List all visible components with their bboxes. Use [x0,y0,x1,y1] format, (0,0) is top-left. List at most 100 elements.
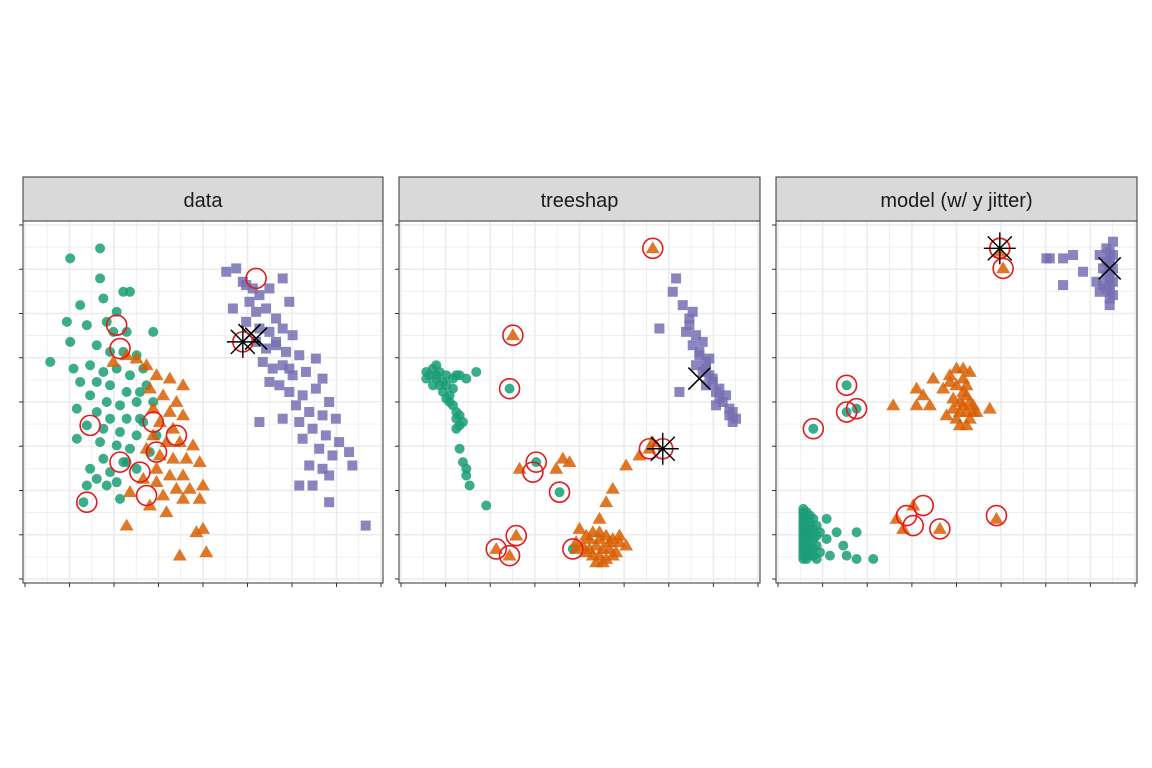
point-square [284,363,295,374]
point-circle [451,423,462,434]
point-circle [821,533,832,544]
point-triangle [645,435,660,447]
point-square [721,390,732,401]
point-triangle [926,371,941,384]
point-square [334,437,345,448]
point-square [697,336,708,347]
point-triangle [182,481,197,494]
point-square [714,383,725,394]
point-triangle [172,435,187,447]
point-triangle [936,381,951,394]
point-square [324,497,335,508]
point-triangle [192,455,207,468]
star-marker [226,325,259,358]
point-triangle [562,455,577,468]
point-triangle [162,371,177,384]
point-square [681,326,692,337]
point-triangle [192,491,207,504]
point-circle [554,487,565,498]
axis-ticks [19,224,382,587]
point-square [297,433,308,444]
point-square [684,313,695,324]
point-square [257,356,268,367]
point-square [684,320,695,331]
point-circle [454,443,465,454]
point-triangle [169,395,184,407]
point-circle [121,413,132,424]
point-circle [105,467,116,478]
point-circle [131,397,142,407]
point-circle [134,386,145,397]
point-circle [95,273,106,284]
point-square [254,290,265,301]
point-triangle [582,531,597,544]
point-triangle [886,398,901,411]
point-triangle [932,521,947,534]
point-triangle [605,481,620,494]
point-square [317,463,328,474]
point-square [304,460,315,471]
point-square [241,280,252,291]
highlight-ring [145,441,168,463]
point-triangle [162,405,177,417]
point-triangle [602,535,617,548]
x-marker [244,326,268,351]
point-triangle [146,428,161,441]
point-square [274,380,285,391]
point-circle [471,366,482,377]
point-square [307,423,318,434]
highlight-ring [76,491,98,514]
point-square [701,363,712,374]
point-circle [131,463,142,474]
facet-panel-data: data [19,176,384,587]
point-circle [111,477,122,488]
x-marker-stroke [1098,256,1122,280]
point-square [294,480,305,491]
point-square [1094,286,1105,297]
point-triangle [916,388,931,401]
point-triangle [592,525,607,538]
point-square [277,273,288,284]
point-triangle [946,401,961,414]
facet-strip-title: treeshap [541,190,619,212]
star-marker [983,232,1016,265]
point-triangle [605,548,620,561]
highlight-ring [109,337,131,360]
point-circle [85,360,96,371]
point-triangle [172,548,187,561]
point-square [1108,276,1119,287]
highlight-ring [109,451,131,473]
point-circle [451,370,462,381]
point-circle [461,373,472,384]
point-square [1108,236,1119,247]
point-square [227,303,238,314]
point-square [241,316,252,327]
point-triangle [129,351,144,364]
point-square [287,370,298,381]
point-square [327,450,338,461]
point-circle [461,470,472,481]
point-square [691,360,702,371]
point-square [254,323,265,334]
point-triangle [146,401,161,414]
point-circle [134,413,145,424]
point-square [284,296,295,307]
point-square [297,390,308,401]
point-triangle [502,548,517,561]
point-triangle [489,541,504,554]
point-triangle [149,368,164,381]
point-circle [75,300,86,311]
point-circle [124,443,135,454]
facet-strip-title: model (w/ y jitter) [880,190,1032,212]
point-square [1101,283,1112,294]
point-triangle [159,505,174,518]
point-triangle [139,441,154,454]
point-triangle [186,438,201,451]
point-triangle [956,384,971,397]
point-square [1094,250,1105,261]
point-square [727,417,738,428]
point-circle [427,380,438,391]
highlight-ring [502,324,524,347]
point-triangle [942,368,957,381]
facet-panel-treeshap: treeshap [395,176,761,587]
